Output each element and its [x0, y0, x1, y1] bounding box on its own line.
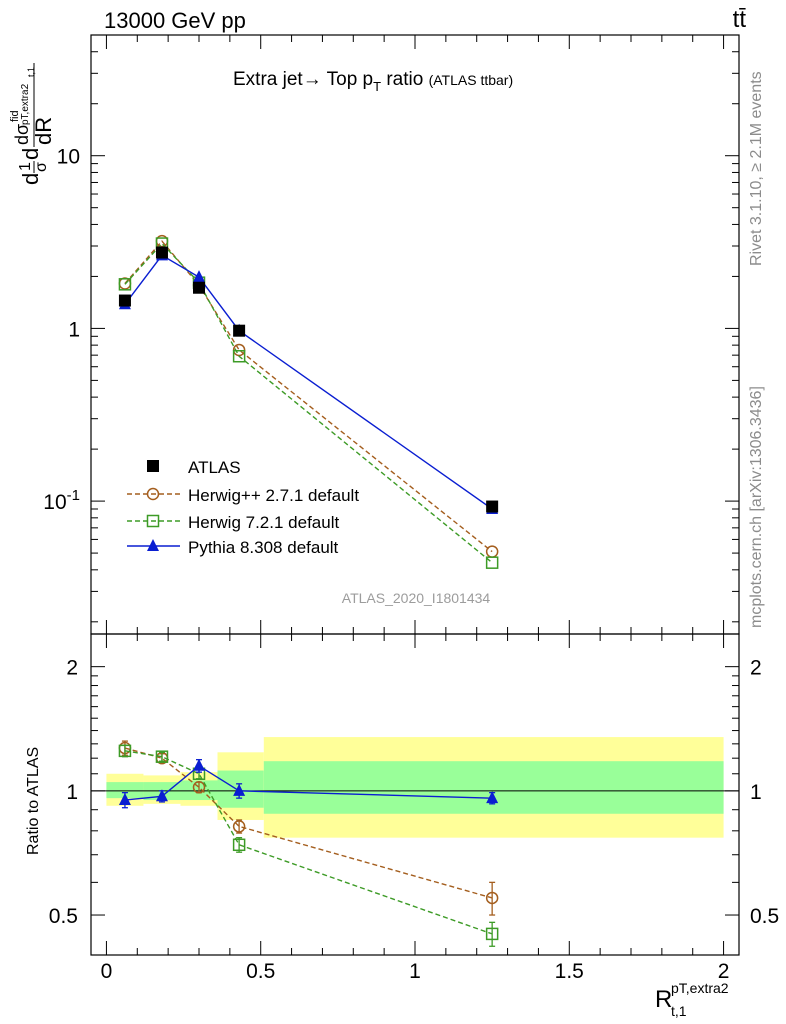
y-axis-label-part: 1: [17, 162, 34, 171]
data-point: [155, 246, 168, 259]
ratio-point: [232, 820, 246, 833]
y-tick-label: 10: [57, 146, 80, 169]
header-process: tt̄: [732, 6, 746, 33]
ratio-band-inner: [106, 782, 144, 799]
analysis-watermark: ATLAS_2020_I1801434: [342, 590, 491, 606]
legend-marker: [147, 460, 159, 472]
x-tick-label: 0.5: [246, 960, 275, 983]
y-tick-label: 1: [68, 318, 80, 341]
data-point: [118, 294, 131, 307]
legend-label: Herwig 7.2.1 default: [188, 513, 339, 532]
y-axis-label-part: d: [18, 148, 43, 160]
y-axis-label-part: pT,extra2: [20, 83, 31, 125]
x-tick-label: 1.5: [555, 960, 584, 983]
ratio-series-line: [124, 750, 493, 935]
ratio-y-tick-label: 0.5: [750, 905, 779, 928]
ratio-point: [486, 791, 499, 804]
ratio-point: [232, 838, 246, 852]
x-tick-label: 2: [718, 960, 730, 983]
ratio-y-tick-label: 2: [750, 657, 762, 680]
data-point: [486, 500, 499, 513]
data-point: [118, 278, 132, 291]
legend-label: Herwig++ 2.7.1 default: [188, 486, 359, 505]
data-point: [232, 349, 246, 363]
ratio-y-tick-label: 0.5: [49, 905, 78, 928]
ratio-band-inner: [263, 761, 724, 814]
rivet-version-label: Rivet 3.1.10, ≥ 2.1M events: [748, 71, 765, 266]
ratio-point: [118, 793, 131, 806]
x-axis-label: Rt,1pT,extra2: [655, 980, 729, 1019]
ratio-point: [485, 927, 499, 941]
ratio-point: [193, 758, 205, 771]
y-axis-label-part: d: [18, 173, 43, 185]
header-energy: 13000 GeV pp: [104, 8, 246, 33]
data-point: [233, 324, 246, 337]
legend-marker: [147, 539, 159, 551]
legend-marker: [146, 514, 160, 528]
ratio-point: [155, 750, 169, 763]
y-axis-label-part: fid: [9, 110, 21, 122]
data-point: [485, 556, 499, 569]
series-line: [124, 254, 493, 510]
x-tick-label: 0: [101, 960, 113, 983]
y-tick-label: 10-1: [43, 487, 80, 514]
ratio-y-tick-label: 2: [66, 657, 78, 680]
legend-label: ATLAS: [188, 458, 241, 477]
mcplots-label: mcplots.cern.ch [arXiv:1306.3436]: [748, 386, 765, 628]
legend-label: Pythia 8.308 default: [188, 538, 339, 557]
ratio-y-tick-label: 1: [66, 781, 78, 804]
y-axis-label: d 1 σd dσ fid pT,extra2 t,1 dR: [9, 63, 56, 185]
legend-marker: [146, 487, 160, 501]
ratio-point: [485, 891, 499, 905]
ratio-point: [155, 789, 168, 802]
data-point: [193, 270, 205, 283]
ratio-y-tick-label: 1: [750, 781, 762, 804]
x-tick-label: 1: [409, 960, 421, 983]
y-axis-label-part: dR: [31, 117, 56, 145]
chart-title: Extra jet→ Top pT ratio (ATLAS ttbar): [233, 69, 513, 94]
ratio-y-axis-label: Ratio to ATLAS: [25, 747, 42, 855]
series-line: [124, 240, 493, 553]
data-point: [193, 281, 205, 294]
y-axis-label-part: t,1: [26, 67, 36, 77]
ratio-point: [192, 781, 206, 794]
y-axis-label-part: σ: [33, 162, 50, 172]
y-axis-label-part: dσ: [12, 124, 32, 145]
ratio-point: [118, 744, 132, 758]
ratio-point: [233, 783, 246, 796]
